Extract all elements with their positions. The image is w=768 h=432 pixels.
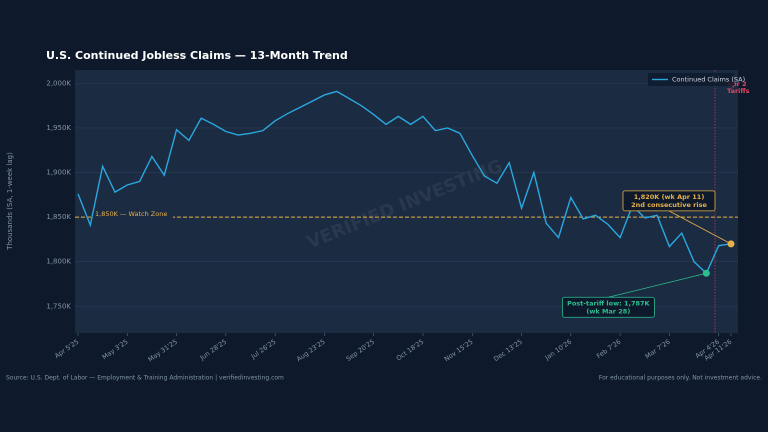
y-tick-label: 2,000K xyxy=(46,79,71,87)
y-tick-label: 1,900K xyxy=(46,169,71,177)
annotation-point xyxy=(727,240,735,248)
annotation-arrow xyxy=(668,210,732,245)
y-tick-label: 1,800K xyxy=(46,258,71,266)
annotation-point xyxy=(702,269,710,277)
y-tick-label: 1,750K xyxy=(46,302,71,310)
y-tick-label: 1,850K xyxy=(46,213,71,221)
tariff-label: Tariffs xyxy=(727,87,750,95)
legend-box xyxy=(648,73,734,86)
y-tick-label: 1,950K xyxy=(46,124,71,132)
annotation-text: Post-tariff low: 1,787K xyxy=(567,299,650,307)
chart-title: U.S. Continued Jobless Claims — 13-Month… xyxy=(46,49,348,62)
y-axis-label: Thousands (SA, 1-week lag) xyxy=(6,152,14,251)
disclaimer: For educational purposes only. Not inves… xyxy=(599,375,762,382)
source-note: Source: U.S. Dept. of Labor — Employment… xyxy=(6,375,284,382)
watch-zone-label: 1,850K — Watch Zone xyxy=(95,210,167,218)
annotation-box xyxy=(622,190,716,212)
legend-label: Continued Claims (SA) xyxy=(672,76,745,84)
tariff-label: Apr 2 xyxy=(727,80,747,88)
annotation-text: 2nd consecutive rise xyxy=(631,201,707,209)
annotation-arrow xyxy=(608,272,707,298)
legend: Continued Claims (SA) xyxy=(648,73,745,86)
annotation-text: (wk Mar 28) xyxy=(586,307,630,315)
annotation-text: 1,820K (wk Apr 11) xyxy=(634,193,705,201)
series-line xyxy=(77,90,732,275)
annotation-box xyxy=(561,296,655,318)
watch-zone-label-bg xyxy=(91,209,173,220)
